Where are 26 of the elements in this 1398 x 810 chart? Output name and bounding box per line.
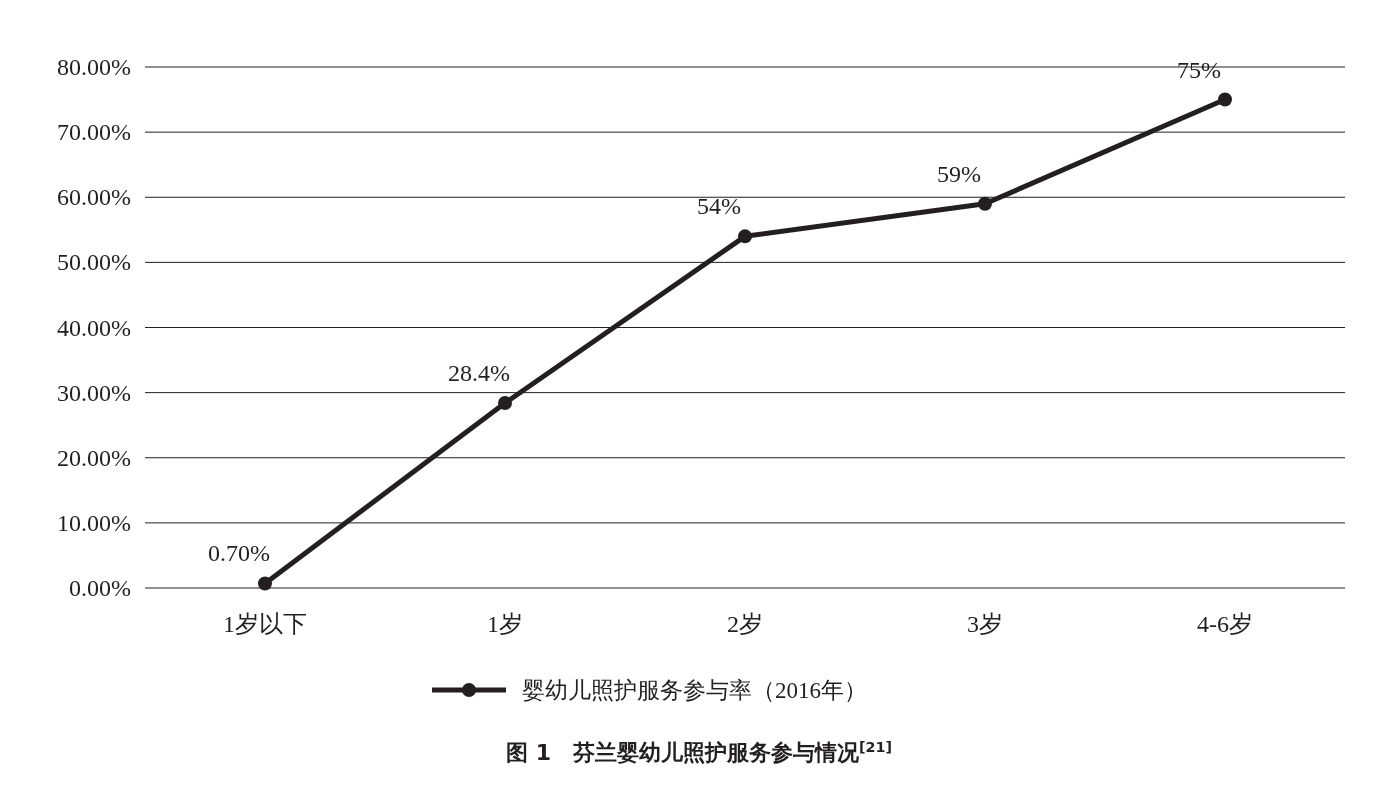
y-tick-label: 50.00%	[57, 249, 131, 276]
point	[1218, 92, 1232, 107]
y-tick-label: 80.00%	[57, 54, 131, 80]
point	[738, 229, 752, 244]
x-tick-label: 1岁以下	[223, 611, 307, 637]
data-label: 75%	[1177, 56, 1221, 83]
y-tick-label: 60.00%	[57, 184, 131, 211]
y-tick-label: 0.00%	[69, 575, 131, 601]
y-tick-label: 20.00%	[57, 444, 131, 471]
data-label: 28.4%	[448, 360, 510, 387]
legend-label: 婴幼儿照护服务参与率（2016年）	[522, 678, 867, 703]
point	[258, 576, 272, 591]
data-label: 54%	[697, 193, 741, 220]
y-tick-label: 70.00%	[57, 119, 131, 146]
x-tick-label: 1岁	[487, 611, 523, 637]
point	[498, 396, 512, 411]
x-tick-label: 3岁	[967, 611, 1003, 637]
y-tick-label: 10.00%	[57, 509, 131, 536]
y-tick-label: 40.00%	[57, 314, 131, 341]
x-tick-label: 4-6岁	[1197, 611, 1253, 637]
data-label: 59%	[937, 160, 981, 187]
point	[978, 196, 992, 211]
text: 图 1 芬兰婴幼儿照护服务参与情况$^{[21]}$	[506, 739, 892, 765]
data-label: 0.70%	[208, 540, 270, 567]
x-tick-label: 2岁	[727, 611, 763, 637]
y-tick-label: 30.00%	[57, 379, 131, 406]
